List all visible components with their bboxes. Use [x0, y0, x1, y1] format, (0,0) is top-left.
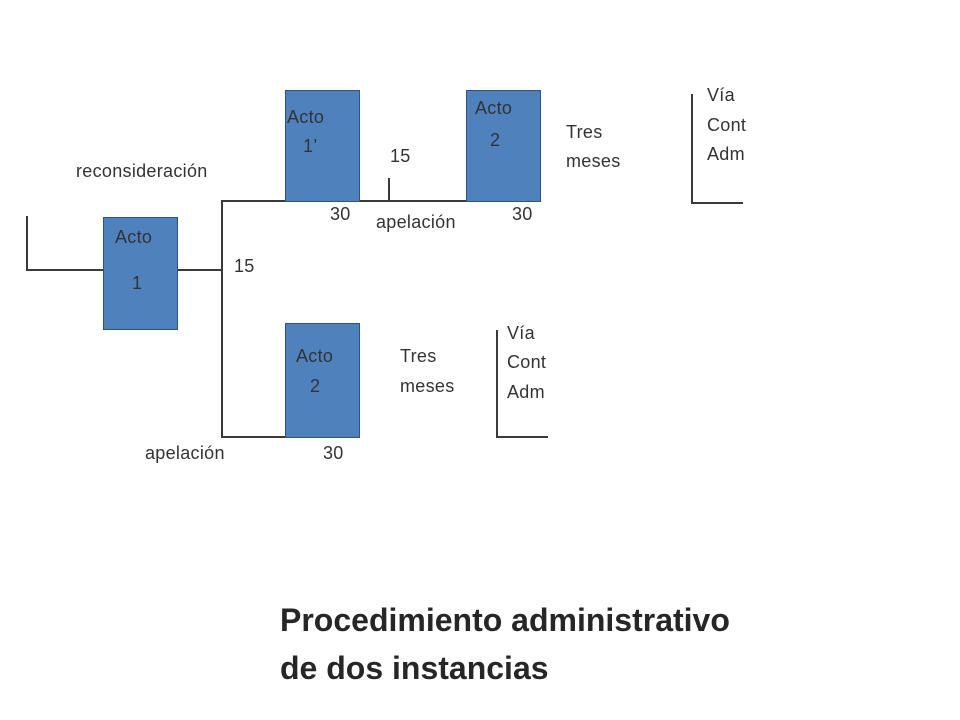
plazo-30-bottom: 30	[323, 443, 344, 463]
title-line1: Procedimiento administrativo	[280, 602, 730, 638]
acto1-label: Acto	[115, 227, 153, 247]
entry-line-vertical	[26, 216, 28, 270]
apelacion-tick-line	[388, 178, 390, 201]
via-bottom-bracket-horizontal	[496, 436, 548, 438]
via-top-bracket-horizontal	[691, 202, 743, 204]
acto1-exit-line	[177, 269, 222, 271]
acto2-bottom-label: Acto	[296, 346, 334, 366]
plazo-15-top: 15	[390, 146, 411, 166]
reconsideracion-branch-line	[221, 200, 287, 202]
acto2-bottom-box	[285, 323, 360, 438]
via-bottom-line3: Adm	[507, 382, 545, 402]
via-top-line3: Adm	[707, 144, 745, 164]
via-bottom-line2: Cont	[507, 352, 547, 372]
acto1-box	[103, 217, 178, 330]
title-line2: de dos instancias	[280, 650, 549, 686]
acto1-number: 1	[132, 273, 143, 293]
via-top-bracket-vertical	[691, 94, 693, 203]
acto2-top-box	[466, 90, 541, 202]
acto1p-label: Acto	[287, 107, 325, 127]
reconsideracion-label: reconsideración	[76, 161, 208, 181]
diagram-title: Procedimiento administrativo de dos inst…	[280, 596, 730, 692]
tres-meses-top-line2: meses	[566, 151, 621, 171]
apelacion-bottom-label: apelación	[145, 443, 225, 463]
via-top-line2: Cont	[707, 115, 747, 135]
entry-line-horizontal	[26, 269, 104, 271]
acto2-bottom-number: 2	[310, 376, 321, 396]
acto2-top-number: 2	[490, 130, 501, 150]
branch-vertical-line	[221, 200, 223, 438]
apelacion-top-label: apelación	[376, 212, 456, 232]
acto1p-to-acto2-line	[359, 200, 467, 202]
tres-meses-bottom-line2: meses	[400, 376, 455, 396]
tres-meses-bottom-line1: Tres	[400, 346, 437, 366]
plazo-30-acto2-top: 30	[512, 204, 533, 224]
acto1p-box	[285, 90, 360, 202]
plazo-30-acto1p: 30	[330, 204, 351, 224]
via-top-line1: Vía	[707, 85, 735, 105]
via-bottom-line1: Vía	[507, 323, 535, 343]
via-bottom-bracket-vertical	[496, 330, 498, 437]
tres-meses-top-line1: Tres	[566, 122, 603, 142]
apelacion-branch-line	[221, 436, 287, 438]
acto1p-number: 1’	[303, 136, 318, 156]
acto2-top-label: Acto	[475, 98, 513, 118]
plazo-15-mid: 15	[234, 256, 255, 276]
